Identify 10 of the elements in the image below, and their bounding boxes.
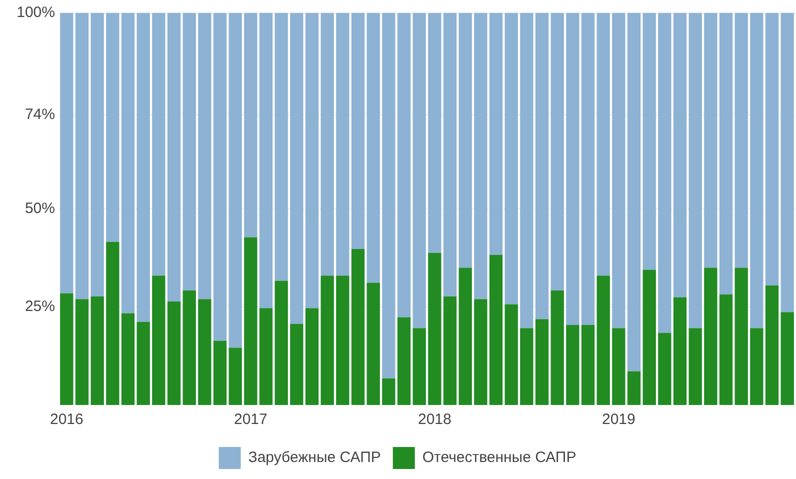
y-tick-label: 100% xyxy=(16,4,55,22)
x-tick-label: 2018 xyxy=(418,411,452,428)
x-tick-label: 2019 xyxy=(602,411,636,428)
y-tick-label: 50% xyxy=(24,200,55,218)
legend-label: Зарубежные САПР xyxy=(248,449,381,466)
y-tick-label: 74% xyxy=(24,106,55,124)
y-tick-label: 25% xyxy=(24,298,55,316)
x-tick-label: 2017 xyxy=(234,411,268,428)
x-tick-label: 2016 xyxy=(50,411,84,428)
legend-label: Отечественные САПР xyxy=(422,449,576,466)
